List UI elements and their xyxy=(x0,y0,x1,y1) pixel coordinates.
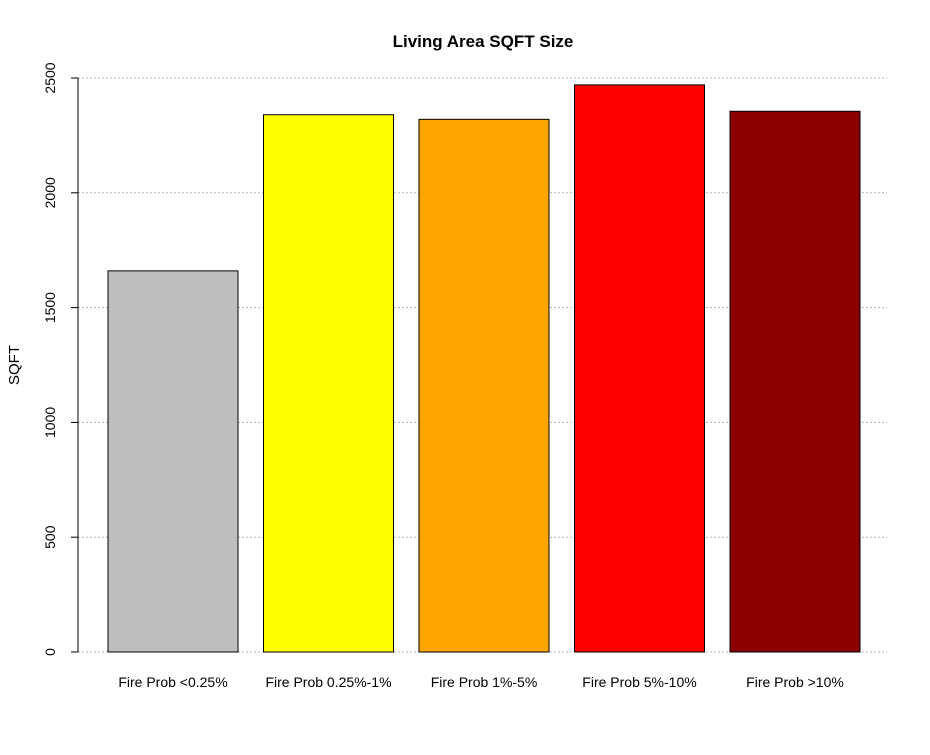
bar xyxy=(574,84,705,653)
bar xyxy=(418,118,550,653)
y-tick-label: 1000 xyxy=(42,407,58,438)
y-tick-label: 0 xyxy=(42,648,58,656)
y-tick-label: 2000 xyxy=(42,177,58,208)
bars xyxy=(107,84,861,653)
category-labels: Fire Prob <0.25% Fire Prob 0.25%-1% Fire P… xyxy=(118,674,844,690)
bar xyxy=(729,110,861,653)
category-label: Fire Prob 1%-5% xyxy=(431,674,538,690)
bar xyxy=(263,114,394,653)
category-label: Fire Prob 5%-10% xyxy=(582,674,696,690)
y-tick-label: 500 xyxy=(42,525,58,549)
y-axis-label: SQFT xyxy=(6,345,23,385)
y-tick-label: 2500 xyxy=(42,62,58,93)
bar xyxy=(107,270,239,653)
category-label: Fire Prob 0.25%-1% xyxy=(265,674,391,690)
y-axis: 0 500 1000 1500 2000 2500 xyxy=(42,62,79,656)
category-label: Fire Prob <0.25% xyxy=(118,674,227,690)
category-label: Fire Prob >10% xyxy=(746,674,844,690)
chart-title: Living Area SQFT Size xyxy=(393,32,574,51)
y-tick-label: 1500 xyxy=(42,292,58,323)
